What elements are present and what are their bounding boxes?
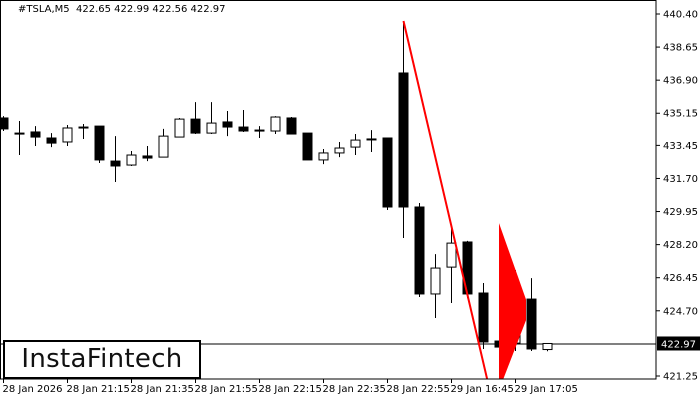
ohlc-label: 422.65 422.99 422.56 422.97 bbox=[76, 4, 226, 15]
candle bbox=[62, 124, 73, 146]
bull-candle-body bbox=[174, 118, 185, 138]
y-tick-label: 431.70 bbox=[663, 174, 698, 185]
x-tick-label: 28 Jan 22:55 bbox=[387, 384, 450, 395]
bull-candle-body bbox=[350, 139, 361, 148]
candle bbox=[94, 125, 105, 163]
y-tick-label: 429.95 bbox=[663, 207, 698, 218]
bull-candle-body bbox=[430, 267, 441, 295]
y-tick-label: 436.90 bbox=[663, 76, 698, 87]
candle bbox=[446, 227, 457, 304]
candle bbox=[478, 282, 489, 349]
candle bbox=[334, 141, 345, 158]
bull-candle-body bbox=[206, 122, 217, 134]
y-tick-label: 426.45 bbox=[663, 273, 698, 284]
symbol-label: #TSLA,M5 bbox=[18, 4, 70, 15]
y-tick-label: 438.65 bbox=[663, 43, 698, 54]
candle bbox=[126, 151, 137, 166]
candle bbox=[78, 124, 89, 139]
bear-candle-body bbox=[526, 298, 537, 350]
bull-candle-body bbox=[158, 135, 169, 158]
bear-candle-body bbox=[46, 137, 57, 144]
candle bbox=[318, 148, 329, 165]
bear-candle-body bbox=[94, 125, 105, 161]
y-tick-label: 421.25 bbox=[663, 372, 698, 383]
candle bbox=[222, 110, 233, 137]
candle bbox=[206, 102, 217, 135]
candle bbox=[46, 133, 57, 148]
bear-candle-body bbox=[30, 131, 41, 138]
bear-candle-body bbox=[398, 72, 409, 208]
candle bbox=[238, 110, 249, 132]
bear-candle-body bbox=[254, 129, 265, 132]
chart-header: #TSLA,M5 422.65 422.99 422.56 422.97 bbox=[18, 4, 226, 15]
candle bbox=[382, 137, 393, 211]
candle bbox=[366, 130, 377, 152]
instafintech-logo: InstaFintech bbox=[3, 340, 201, 379]
x-tick-label: 28 Jan 21:15 bbox=[67, 384, 130, 395]
bear-candle-body bbox=[238, 126, 249, 132]
bear-candle-body bbox=[142, 155, 153, 159]
candle bbox=[414, 203, 425, 297]
candle bbox=[302, 132, 313, 161]
current-price-badge bbox=[657, 336, 700, 351]
bear-candle-body bbox=[14, 132, 25, 135]
candle bbox=[350, 134, 361, 156]
candle bbox=[542, 342, 553, 352]
plot-frame bbox=[0, 0, 657, 380]
bear-candle-body bbox=[302, 132, 313, 161]
candle bbox=[110, 136, 121, 183]
candle bbox=[142, 145, 153, 162]
x-tick-label: 28 Jan 2026 bbox=[3, 384, 63, 395]
bear-candle-body bbox=[414, 206, 425, 295]
y-tick-label: 424.70 bbox=[663, 306, 698, 317]
y-tick-label: 433.45 bbox=[663, 141, 698, 152]
y-tick-label: 435.15 bbox=[663, 109, 698, 120]
candle bbox=[14, 120, 25, 156]
x-tick-label: 29 Jan 17:05 bbox=[515, 384, 578, 395]
candle bbox=[174, 117, 185, 138]
bull-candle-body bbox=[78, 126, 89, 129]
bear-candle-body bbox=[190, 118, 201, 134]
x-tick-label: 28 Jan 22:15 bbox=[259, 384, 322, 395]
bull-candle-body bbox=[270, 116, 281, 132]
bear-candle-body bbox=[366, 138, 377, 141]
candle bbox=[158, 128, 169, 158]
bear-candle-body bbox=[382, 137, 393, 208]
bear-candle-body bbox=[222, 121, 233, 128]
candle bbox=[398, 20, 409, 239]
bear-candle-body bbox=[110, 160, 121, 167]
y-tick-label: 440.40 bbox=[663, 10, 698, 21]
bull-candle-body bbox=[318, 152, 329, 161]
candle bbox=[270, 116, 281, 135]
bear-candle-body bbox=[462, 241, 473, 295]
x-tick-label: 28 Jan 21:35 bbox=[131, 384, 194, 395]
bull-candle-body bbox=[334, 147, 345, 154]
bear-candle-body bbox=[478, 292, 489, 343]
x-tick-label: 29 Jan 16:45 bbox=[451, 384, 514, 395]
candle bbox=[430, 254, 441, 318]
candle bbox=[190, 102, 201, 135]
y-tick-label: 428.20 bbox=[663, 240, 698, 251]
bull-candle-body bbox=[126, 154, 137, 166]
x-tick-label: 28 Jan 21:55 bbox=[195, 384, 258, 395]
x-tick-label: 28 Jan 22:35 bbox=[323, 384, 386, 395]
bull-candle-body bbox=[542, 342, 553, 351]
bull-candle-body bbox=[446, 242, 457, 268]
pennant-flag bbox=[499, 223, 526, 379]
candle bbox=[462, 240, 473, 299]
candle bbox=[30, 126, 41, 146]
candle bbox=[286, 117, 297, 135]
candle bbox=[0, 116, 9, 132]
bear-candle-body bbox=[0, 117, 9, 130]
bear-candle-body bbox=[286, 117, 297, 135]
pennant-pole-line bbox=[402, 20, 489, 379]
bull-candle-body bbox=[62, 127, 73, 143]
candle bbox=[526, 278, 537, 352]
candle bbox=[254, 126, 265, 139]
current-price-label: 422.97 bbox=[661, 339, 696, 350]
